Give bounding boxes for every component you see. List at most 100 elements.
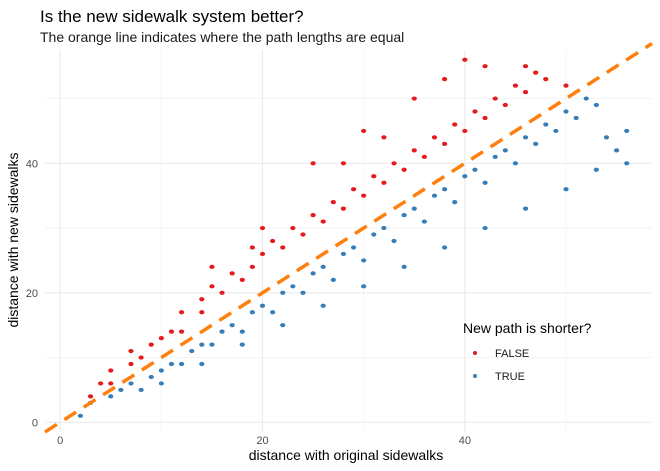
point-false (381, 135, 387, 140)
point-true (492, 154, 498, 159)
point-false (381, 180, 387, 185)
legend-label-true: TRUE (495, 371, 525, 383)
point-false (502, 102, 508, 108)
reference-line-group (44, 42, 653, 434)
point-false (512, 83, 519, 88)
point-true (603, 135, 610, 140)
equal-length-reference-line (44, 42, 653, 434)
point-false (563, 83, 569, 88)
point-false (310, 161, 316, 166)
point-true (421, 219, 427, 224)
point-false (310, 213, 316, 218)
point-true (239, 329, 245, 334)
point-true (472, 167, 478, 172)
point-false (128, 348, 134, 354)
point-false (431, 135, 438, 140)
point-true (330, 277, 336, 282)
point-true (593, 102, 599, 108)
chart-title: Is the new sidewalk system better? (40, 7, 304, 26)
point-true (401, 264, 407, 269)
point-false (290, 225, 296, 231)
point-false (482, 115, 488, 121)
point-true (280, 323, 286, 328)
point-false (350, 187, 357, 192)
point-true (533, 141, 539, 146)
point-false (209, 284, 215, 289)
point-false (330, 200, 336, 205)
y-tick-label: 0 (32, 417, 38, 429)
point-true (624, 161, 630, 166)
x-tick-label: 40 (459, 435, 471, 447)
point-true (249, 310, 255, 315)
point-false (199, 297, 205, 302)
point-true (229, 323, 235, 328)
point-false (219, 290, 225, 295)
chart-subtitle: The orange line indicates where the path… (40, 29, 404, 45)
point-true (118, 387, 124, 393)
point-true (259, 303, 266, 308)
point-false (249, 245, 255, 250)
point-false (533, 70, 539, 75)
point-false (472, 109, 478, 114)
y-tick-label: 40 (26, 158, 38, 170)
point-true (350, 245, 357, 250)
point-false (340, 206, 347, 211)
point-false (199, 310, 205, 315)
point-true (310, 271, 316, 276)
point-false (270, 238, 276, 244)
point-true (108, 394, 114, 399)
point-true (361, 284, 367, 289)
point-true (613, 148, 620, 153)
point-true (624, 128, 630, 134)
point-true (593, 167, 599, 172)
point-false (138, 355, 144, 360)
point-true (462, 174, 468, 179)
point-false (128, 361, 134, 367)
x-axis-title: distance with original sidewalks (249, 447, 444, 463)
point-true (512, 161, 519, 166)
point-true (209, 342, 215, 347)
point-false (522, 89, 529, 95)
point-false (320, 219, 326, 224)
point-true (573, 115, 579, 121)
legend-key-false (473, 351, 477, 355)
point-false (168, 329, 175, 334)
point-false (300, 232, 306, 237)
point-false (259, 225, 266, 231)
point-true (340, 251, 347, 257)
point-true (553, 128, 559, 134)
point-false (148, 342, 154, 347)
x-tick-label: 0 (57, 435, 63, 447)
legend-label-false: FALSE (495, 348, 529, 360)
point-false (492, 96, 498, 101)
point-true (371, 232, 377, 237)
point-false (411, 148, 417, 153)
point-true (148, 374, 154, 380)
point-true (452, 200, 458, 205)
point-false (259, 251, 266, 257)
point-false (209, 264, 215, 269)
point-true (411, 206, 417, 211)
point-false (371, 174, 377, 179)
point-false (421, 154, 427, 159)
point-false (462, 57, 468, 62)
point-true (77, 413, 84, 418)
point-true (199, 342, 205, 347)
point-true (168, 361, 175, 367)
axis-ticks: 0 20 40 0 20 40 (26, 158, 471, 447)
point-false (543, 77, 549, 82)
point-true (482, 180, 488, 185)
point-true (199, 361, 205, 367)
point-false (482, 64, 488, 69)
legend-title: New path is shorter? (463, 320, 592, 336)
legend-key-true (473, 374, 477, 378)
point-true (431, 193, 438, 198)
point-true (158, 368, 164, 373)
point-true (401, 213, 407, 218)
point-false (87, 394, 94, 399)
point-true (442, 187, 448, 192)
point-true (128, 381, 134, 386)
point-false (229, 271, 235, 276)
